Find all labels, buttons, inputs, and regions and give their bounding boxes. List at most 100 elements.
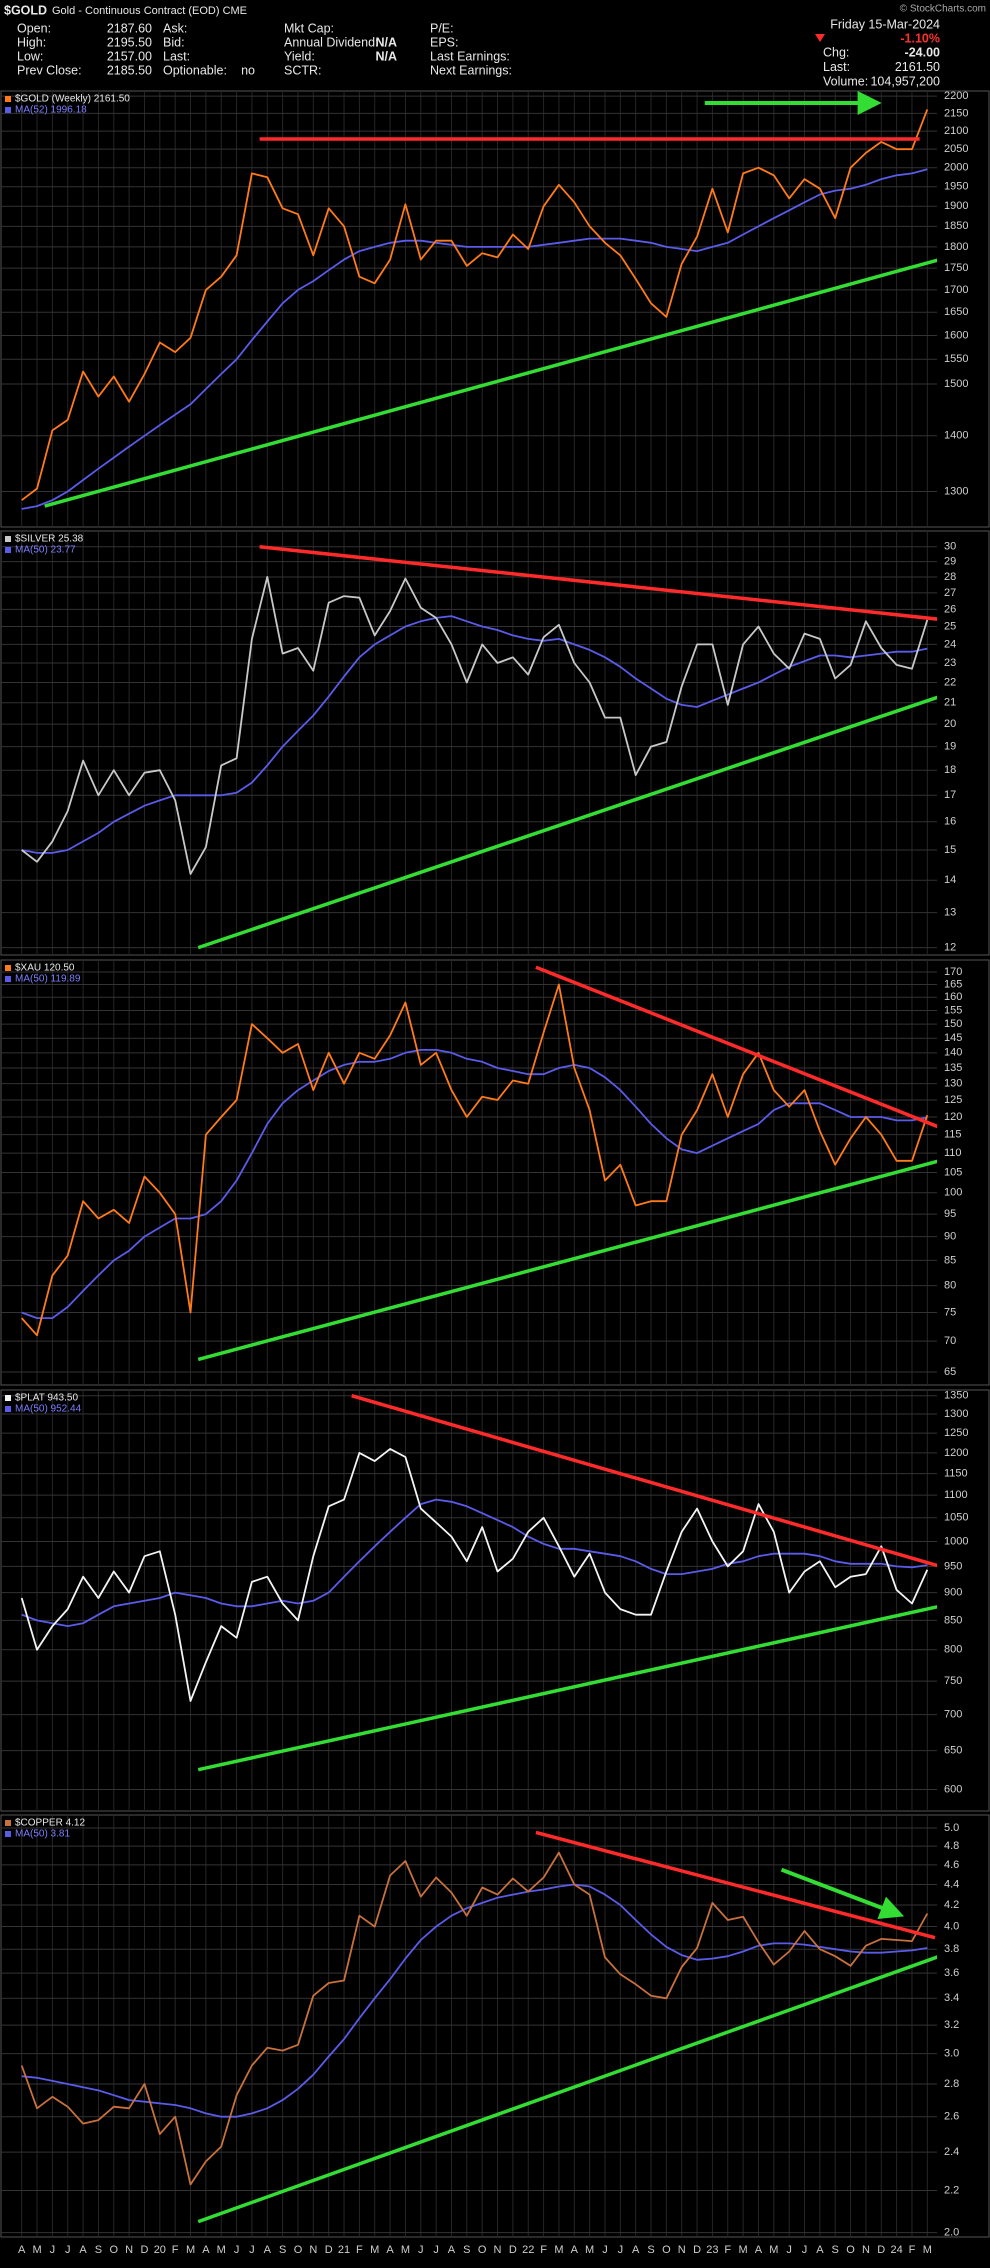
y-tick-label: 165	[944, 978, 962, 990]
x-tick-label: D	[325, 2244, 333, 2256]
y-tick-label: 135	[944, 1062, 962, 1074]
x-tick-label: A	[755, 2244, 763, 2256]
x-tick-label: M	[769, 2244, 778, 2256]
y-tick-label: 850	[944, 1614, 962, 1626]
x-tick-label: S	[832, 2244, 839, 2256]
plot	[21, 109, 937, 510]
field-label: Mkt Cap:	[284, 21, 334, 35]
legend-swatch	[5, 1831, 11, 1837]
y-tick-label: 150	[944, 1018, 962, 1030]
field-label: Last:	[823, 60, 850, 74]
y-tick-label: 2.2	[944, 2184, 959, 2196]
field-value: 2157.00	[107, 49, 152, 63]
y-tick-label: 19	[944, 741, 956, 753]
y-tick-label: 650	[944, 1745, 962, 1757]
y-tick-label: 75	[944, 1306, 956, 1318]
y-tick-label: 22	[944, 676, 956, 688]
field-value: 2161.50	[895, 60, 940, 74]
y-tick-label: 1850	[944, 220, 968, 232]
legend-label: $SILVER 25.38	[15, 534, 84, 545]
y-tick-label: 1150	[944, 1467, 968, 1479]
x-tick-label: M	[370, 2244, 379, 2256]
y-tick-label: 1700	[944, 284, 968, 296]
x-tick-label: M	[401, 2244, 410, 2256]
x-tick-label: J	[618, 2244, 624, 2256]
plot	[21, 545, 937, 950]
legend-swatch	[5, 976, 11, 982]
legend-swatch	[5, 96, 11, 102]
x-tick-label: 20	[154, 2244, 166, 2256]
y-tick-label: 2.4	[944, 2146, 959, 2158]
field-value: 2187.60	[107, 21, 152, 35]
x-tick-label: N	[125, 2244, 133, 2256]
field-value: N/A	[375, 35, 397, 49]
x-tick-label: J	[50, 2244, 56, 2256]
y-tick-label: 30	[944, 541, 956, 553]
x-tick-label: J	[786, 2244, 792, 2256]
x-tick-label: J	[234, 2244, 240, 2256]
y-tick-label: 155	[944, 1004, 962, 1016]
x-tick-label: N	[862, 2244, 870, 2256]
y-tick-label: 13	[944, 907, 956, 919]
field-label: SCTR:	[284, 63, 322, 77]
y-tick-label: 130	[944, 1078, 962, 1090]
y-tick-label: 145	[944, 1032, 962, 1044]
y-tick-label: 28	[944, 571, 956, 583]
series-line	[21, 109, 929, 501]
x-tick-label: A	[386, 2244, 394, 2256]
y-tick-label: 1300	[944, 1408, 968, 1420]
legend-label: MA(52) 1996.18	[15, 105, 87, 116]
y-tick-label: 4.4	[944, 1878, 959, 1890]
y-tick-label: 4.0	[944, 1920, 959, 1932]
series-line	[21, 983, 929, 1337]
x-tick-label: 23	[706, 2244, 718, 2256]
x-tick-label: S	[647, 2244, 654, 2256]
y-tick-label: 2.6	[944, 2111, 959, 2123]
trendline	[197, 1605, 937, 1772]
y-tick-label: 140	[944, 1047, 962, 1059]
y-tick-label: 4.6	[944, 1859, 959, 1871]
field-label: Prev Close:	[17, 63, 82, 77]
x-tick-label: 24	[891, 2244, 903, 2256]
x-tick-label: F	[724, 2244, 731, 2256]
x-tick-label: D	[693, 2244, 701, 2256]
field-label: Last:	[163, 49, 190, 63]
y-tick-label: 3.8	[944, 1943, 959, 1955]
y-tick-label: 1650	[944, 306, 968, 318]
plot	[20, 1394, 937, 1772]
x-tick-label: 21	[338, 2244, 350, 2256]
field-label: Yield:	[284, 49, 315, 63]
x-tick-label: D	[509, 2244, 517, 2256]
field-label: High:	[17, 35, 46, 49]
x-tick-label: M	[32, 2244, 41, 2256]
x-tick-label: S	[463, 2244, 470, 2256]
x-tick-label: F	[172, 2244, 179, 2256]
x-tick-label: A	[202, 2244, 210, 2256]
field-value: 104,957,200	[870, 74, 940, 88]
field-label: EPS:	[430, 35, 459, 49]
y-tick-label: 160	[944, 991, 962, 1003]
x-tick-label: M	[554, 2244, 563, 2256]
y-tick-label: 23	[944, 657, 956, 669]
legend-swatch	[5, 107, 11, 113]
x-tick-label: O	[662, 2244, 671, 2256]
y-tick-label: 105	[944, 1166, 962, 1178]
legend-swatch	[5, 1820, 11, 1826]
x-tick-label: S	[279, 2244, 286, 2256]
y-tick-label: 1900	[944, 200, 968, 212]
legend-swatch	[5, 965, 11, 971]
field-label: P/E:	[430, 21, 454, 35]
y-tick-label: 950	[944, 1560, 962, 1572]
x-tick-label: J	[418, 2244, 424, 2256]
x-tick-label: M	[923, 2244, 932, 2256]
x-tick-label: S	[95, 2244, 102, 2256]
series-line	[21, 1049, 928, 1319]
field-value: no	[241, 63, 255, 77]
x-tick-label: N	[309, 2244, 317, 2256]
legend-label: MA(50) 3.81	[15, 1829, 70, 1840]
y-tick-label: 1000	[944, 1535, 968, 1547]
field-label: Ask:	[163, 21, 187, 35]
x-tick-label: D	[877, 2244, 885, 2256]
y-tick-label: 1550	[944, 353, 968, 365]
y-tick-label: 1300	[944, 485, 968, 497]
